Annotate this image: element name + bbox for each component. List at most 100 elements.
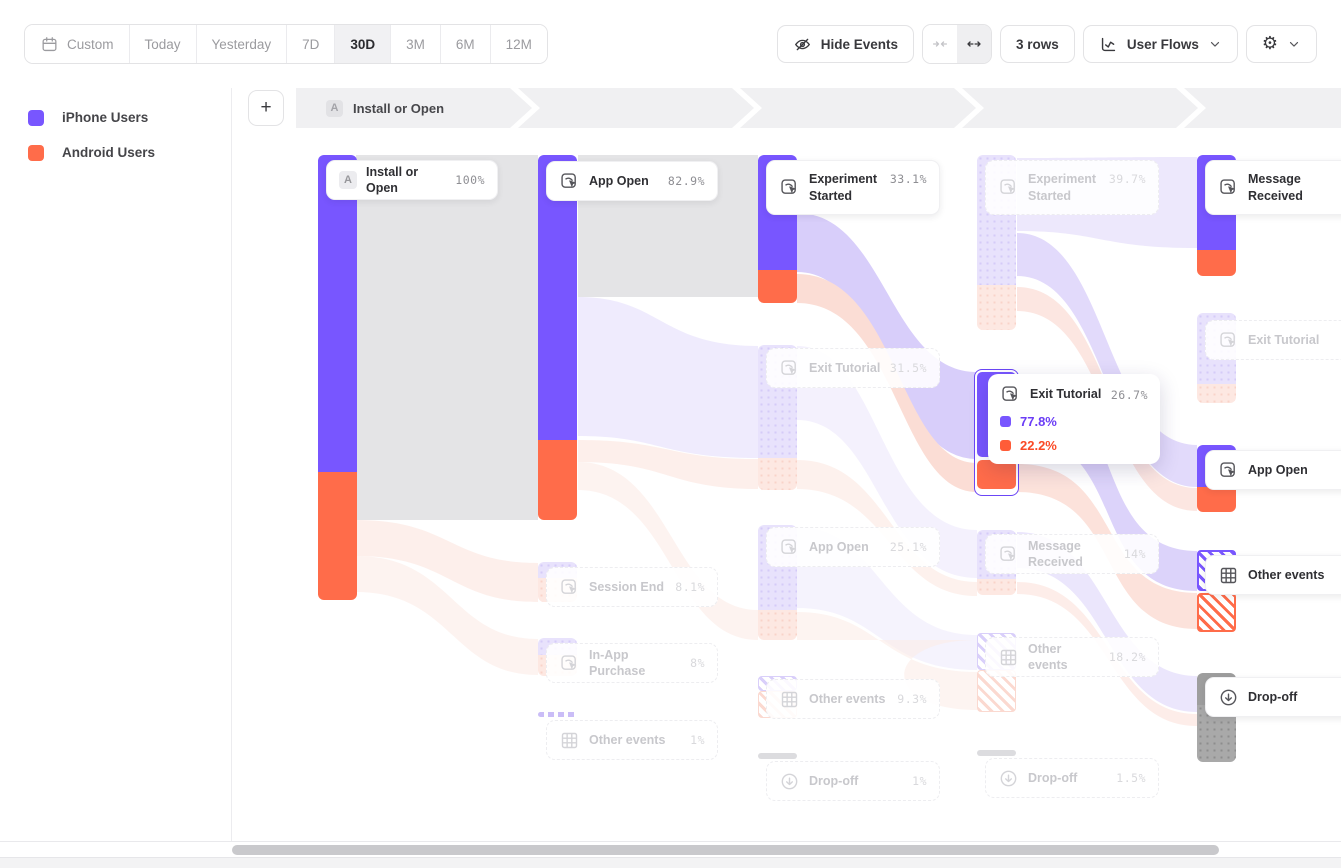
node-label: App Open	[1248, 462, 1308, 477]
date-range-label: 30D	[350, 36, 376, 52]
date-range-7d[interactable]: 7D	[287, 25, 336, 63]
date-range-6m[interactable]: 6M	[440, 25, 491, 63]
date-range-label: 12M	[505, 36, 532, 52]
date-range-3m[interactable]: 3M	[391, 25, 441, 63]
date-range-label: 6M	[455, 36, 475, 52]
node-percent: 82.9%	[667, 174, 705, 188]
android-percent: 22.2%	[1020, 438, 1057, 453]
date-range-today[interactable]: Today	[129, 25, 197, 63]
footer-strip	[0, 857, 1341, 868]
node-label: Other events	[1248, 567, 1325, 582]
node-card-message-received-5[interactable]: Message Received	[1205, 160, 1341, 215]
node-percent: 33.1%	[889, 172, 927, 186]
node-card-app-open-3[interactable]: App Open 25.1%	[766, 527, 940, 567]
grid-icon	[1218, 565, 1239, 586]
chevron-down-icon	[1287, 37, 1301, 51]
node-card-in-app-purchase[interactable]: In-App Purchase 8%	[546, 643, 718, 683]
legend-item-android-users[interactable]: Android Users	[28, 135, 231, 170]
view-selector-button[interactable]: User Flows	[1082, 25, 1238, 63]
node-card-app-open-5[interactable]: App Open	[1205, 450, 1341, 490]
node-percent: 18.2%	[1108, 650, 1146, 664]
step-badge: A	[326, 100, 343, 117]
bar-segment-android-faded	[758, 610, 797, 640]
grid-icon	[998, 647, 1019, 668]
drop-off-icon	[998, 768, 1019, 789]
toolbar-right: Hide Events 3 rows User Flows ⚙	[776, 24, 1317, 64]
node-card-install-or-open[interactable]: A Install or Open 100%	[326, 160, 498, 200]
event-click-icon	[1218, 460, 1239, 481]
node-card-message-received-4[interactable]: Message Received 14%	[985, 534, 1159, 574]
node-card-other-events-5[interactable]: Other events	[1205, 555, 1341, 595]
tooltip-android-row: 22.2%	[1000, 438, 1148, 453]
node-percent: 25.1%	[889, 540, 927, 554]
node-card-other-events-3[interactable]: Other events 9.3%	[766, 679, 940, 719]
flow-install-to-appopen[interactable]	[356, 155, 538, 520]
bar-segment-android-faded	[1197, 384, 1236, 403]
event-a-badge: A	[339, 171, 357, 189]
flow-faint	[356, 556, 538, 675]
legend-item-iphone-users[interactable]: iPhone Users	[28, 100, 231, 135]
event-click-icon	[998, 544, 1019, 565]
step-label: Install or Open	[353, 100, 445, 116]
date-range-yesterday[interactable]: Yesterday	[196, 25, 288, 63]
flow-experiment-to-exittutorial[interactable]	[797, 213, 977, 459]
rows-button[interactable]: 3 rows	[1000, 25, 1075, 63]
bar-exit-tutorial-3[interactable]	[758, 345, 797, 490]
node-percent: 9.3%	[897, 692, 927, 706]
path-step-1[interactable]: A Install or Open	[296, 88, 532, 128]
node-label: Message Received	[1028, 538, 1083, 569]
event-click-icon	[559, 653, 580, 674]
date-range-label: Yesterday	[211, 36, 272, 52]
date-range-12m[interactable]: 12M	[490, 25, 547, 63]
node-card-exit-tutorial-3[interactable]: Exit Tutorial 31.5%	[766, 348, 940, 388]
node-percent: 1%	[690, 733, 705, 747]
iphone-percent: 77.8%	[1020, 414, 1057, 429]
android-swatch	[1000, 440, 1011, 451]
hide-events-button[interactable]: Hide Events	[776, 25, 915, 63]
node-card-experiment-started-4[interactable]: Experiment Started 39.7%	[985, 160, 1159, 215]
node-percent: 8%	[690, 656, 705, 670]
node-card-other-events-2[interactable]: Other events 1%	[546, 720, 718, 760]
collapse-columns-button[interactable]	[923, 25, 958, 63]
path-step-5	[1184, 88, 1341, 128]
node-label: Session End	[589, 579, 665, 594]
date-range-label: Today	[144, 36, 181, 52]
bar-other-events-2[interactable]	[538, 712, 577, 717]
expand-columns-button[interactable]	[957, 25, 992, 63]
event-click-icon	[1218, 330, 1239, 351]
settings-button[interactable]: ⚙	[1245, 25, 1317, 63]
bar-drop-off-4[interactable]	[977, 750, 1016, 756]
event-click-icon	[559, 577, 580, 598]
node-card-drop-off-5[interactable]: Drop-off	[1205, 677, 1341, 717]
bar-install-or-open[interactable]	[318, 155, 357, 600]
legend-label: iPhone Users	[62, 110, 149, 125]
node-percent: 1.5%	[1116, 771, 1146, 785]
date-range-custom[interactable]: Custom	[25, 25, 130, 63]
chart-bottom-border	[0, 841, 1341, 842]
node-card-app-open-2[interactable]: App Open 82.9%	[546, 161, 718, 201]
eye-off-icon	[793, 35, 812, 54]
node-card-session-end[interactable]: Session End 8.1%	[546, 567, 718, 607]
node-card-drop-off-3[interactable]: Drop-off 1%	[766, 761, 940, 801]
node-card-other-events-4[interactable]: Other events 18.2%	[985, 637, 1159, 677]
event-click-icon	[1218, 177, 1239, 198]
date-range-label: Custom	[67, 36, 114, 52]
bar-segment-android	[977, 460, 1016, 489]
bar-segment-iphone-faded	[977, 155, 1016, 285]
bar-drop-off-3[interactable]	[758, 753, 797, 759]
path-step-2	[518, 88, 754, 128]
event-click-icon	[559, 171, 580, 192]
node-card-drop-off-4[interactable]: Drop-off 1.5%	[985, 758, 1159, 798]
date-range-30d[interactable]: 30D	[335, 25, 392, 63]
node-label: App Open	[589, 173, 649, 188]
node-label: Drop-off	[809, 773, 859, 788]
event-click-icon	[1000, 384, 1021, 405]
horizontal-scrollbar[interactable]	[232, 845, 1219, 855]
flow-faint	[356, 520, 538, 602]
node-card-exit-tutorial-5[interactable]: Exit Tutorial	[1205, 320, 1341, 360]
bar-experiment-started-4[interactable]	[977, 155, 1016, 330]
node-card-experiment-started-3[interactable]: Experiment Started 33.1%	[766, 160, 940, 215]
bar-app-open-2[interactable]	[538, 155, 577, 520]
add-step-button[interactable]: +	[248, 90, 284, 126]
flow-faint	[578, 462, 758, 640]
